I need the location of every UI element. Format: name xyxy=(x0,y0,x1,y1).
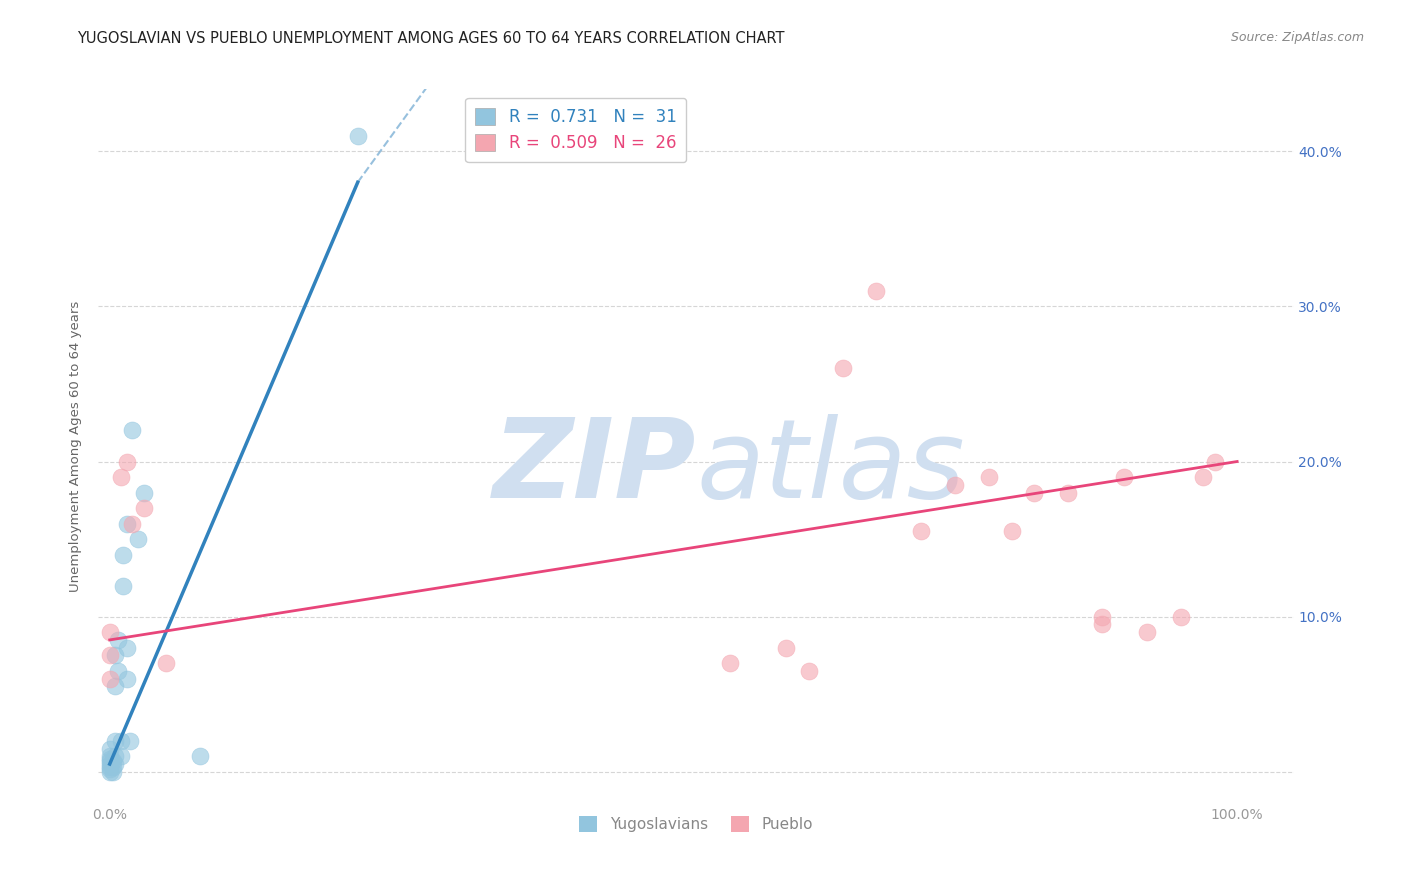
Point xyxy=(98,762,121,776)
Point xyxy=(107,664,129,678)
Point xyxy=(110,733,132,747)
Point xyxy=(1136,625,1159,640)
Point xyxy=(98,764,121,779)
Point xyxy=(797,664,820,678)
Point xyxy=(910,524,932,539)
Point xyxy=(132,485,155,500)
Point xyxy=(1024,485,1046,500)
Point xyxy=(127,532,149,546)
Point xyxy=(98,741,121,756)
Point xyxy=(1057,485,1080,500)
Point xyxy=(104,757,127,772)
Point xyxy=(98,672,121,686)
Point xyxy=(121,516,143,531)
Point xyxy=(98,760,121,774)
Point xyxy=(155,656,177,670)
Point xyxy=(346,128,368,143)
Point xyxy=(107,632,129,647)
Point xyxy=(1204,454,1226,468)
Point xyxy=(98,625,121,640)
Point xyxy=(1091,609,1114,624)
Point xyxy=(188,749,211,764)
Point xyxy=(98,754,121,768)
Point xyxy=(98,648,121,663)
Point xyxy=(101,764,124,779)
Point xyxy=(115,672,138,686)
Point xyxy=(121,424,143,438)
Point xyxy=(943,477,966,491)
Point xyxy=(831,361,853,376)
Point xyxy=(104,648,127,663)
Point xyxy=(977,470,1000,484)
Point xyxy=(115,454,138,468)
Point xyxy=(865,284,887,298)
Point xyxy=(718,656,741,670)
Point xyxy=(112,548,135,562)
Text: Source: ZipAtlas.com: Source: ZipAtlas.com xyxy=(1230,31,1364,45)
Point xyxy=(115,640,138,655)
Point xyxy=(1091,617,1114,632)
Point xyxy=(98,752,121,766)
Point xyxy=(110,470,132,484)
Y-axis label: Unemployment Among Ages 60 to 64 years: Unemployment Among Ages 60 to 64 years xyxy=(69,301,83,591)
Point xyxy=(1001,524,1024,539)
Point xyxy=(101,754,124,768)
Text: ZIP: ZIP xyxy=(492,414,696,521)
Point xyxy=(1170,609,1192,624)
Point xyxy=(104,733,127,747)
Point xyxy=(132,501,155,516)
Point xyxy=(98,749,121,764)
Point xyxy=(1114,470,1136,484)
Text: YUGOSLAVIAN VS PUEBLO UNEMPLOYMENT AMONG AGES 60 TO 64 YEARS CORRELATION CHART: YUGOSLAVIAN VS PUEBLO UNEMPLOYMENT AMONG… xyxy=(77,31,785,46)
Legend: Yugoslavians, Pueblo: Yugoslavians, Pueblo xyxy=(574,810,818,838)
Point xyxy=(112,579,135,593)
Point xyxy=(104,749,127,764)
Point xyxy=(104,680,127,694)
Point xyxy=(101,760,124,774)
Text: atlas: atlas xyxy=(696,414,965,521)
Point xyxy=(118,733,141,747)
Point xyxy=(110,749,132,764)
Point xyxy=(1192,470,1215,484)
Point xyxy=(98,757,121,772)
Point xyxy=(115,516,138,531)
Point xyxy=(775,640,797,655)
